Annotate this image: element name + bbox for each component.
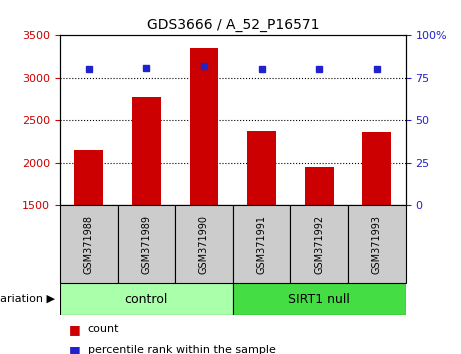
Text: ■: ■	[69, 323, 85, 336]
Bar	[189, 48, 219, 205]
Text: GSM371989: GSM371989	[142, 215, 151, 274]
Bar	[60, 205, 118, 283]
Text: ■: ■	[69, 344, 85, 354]
Bar	[362, 132, 391, 205]
Text: percentile rank within the sample: percentile rank within the sample	[88, 346, 276, 354]
Bar	[175, 205, 233, 283]
Text: control: control	[124, 293, 168, 306]
Text: GSM371990: GSM371990	[199, 215, 209, 274]
Bar	[233, 283, 406, 315]
Bar	[247, 131, 276, 205]
Text: GSM371991: GSM371991	[257, 215, 266, 274]
Bar	[132, 97, 161, 205]
Text: GSM371988: GSM371988	[84, 215, 94, 274]
Text: count: count	[88, 324, 119, 334]
Bar	[118, 205, 175, 283]
Bar	[290, 205, 348, 283]
Text: genotype/variation ▶: genotype/variation ▶	[0, 294, 55, 304]
Bar	[348, 205, 406, 283]
Text: GSM371992: GSM371992	[314, 215, 324, 274]
Text: GSM371993: GSM371993	[372, 215, 382, 274]
Bar	[305, 167, 334, 205]
Title: GDS3666 / A_52_P16571: GDS3666 / A_52_P16571	[147, 18, 319, 32]
Bar	[60, 283, 233, 315]
Text: SIRT1 null: SIRT1 null	[288, 293, 350, 306]
Bar	[74, 150, 103, 205]
Bar	[233, 205, 290, 283]
